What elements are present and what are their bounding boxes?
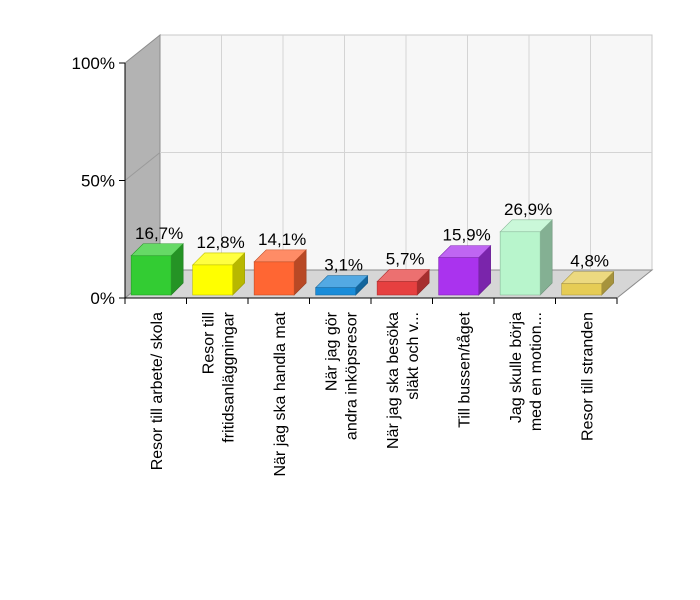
bar-side	[539, 219, 553, 296]
category-label: med en motion...	[528, 312, 545, 431]
category-label: När jag ska handla mat	[272, 311, 289, 476]
y-tick-label: 0%	[90, 289, 115, 308]
data-label: 12,8%	[197, 233, 245, 252]
data-label: 16,7%	[135, 224, 183, 243]
bar-front	[253, 261, 295, 296]
bar	[437, 244, 492, 296]
data-labels: 16,7% 12,8% 14,1% 3,1% 5,7% 15,9% 26,9% 4,8%	[135, 200, 609, 275]
category-label: Resor till	[200, 312, 217, 374]
bar	[499, 219, 553, 296]
data-label: 3,1%	[324, 256, 363, 275]
bar	[191, 252, 246, 296]
bar	[130, 243, 184, 296]
axes: 0% 50% 100%	[72, 54, 618, 308]
bar	[253, 249, 307, 296]
category-label: Resor till stranden	[579, 312, 596, 441]
data-label: 26,9%	[504, 200, 552, 219]
category-labels: Resor till arbete/ skola Resor till fritid…	[149, 311, 597, 476]
bar-front	[499, 231, 541, 296]
bar-front	[376, 281, 418, 296]
data-label: 5,7%	[386, 250, 425, 269]
bars	[130, 219, 615, 296]
category-label: När jag ska besöka	[385, 312, 402, 449]
category-label: släkt och v...	[405, 312, 422, 400]
category-label: Jag skulle börja	[508, 312, 525, 423]
data-label: 14,1%	[258, 230, 306, 249]
bar	[376, 268, 430, 296]
bar-front	[561, 283, 602, 296]
data-label: 15,9%	[443, 226, 491, 245]
category-label: fritidsanläggningar	[220, 311, 237, 442]
bar-front	[438, 257, 479, 296]
bar	[560, 270, 615, 296]
y-tick-label: 50%	[81, 172, 115, 191]
bar-front	[130, 255, 172, 296]
gridlines	[124, 35, 652, 270]
category-label: Resor till arbete/ skola	[149, 312, 166, 470]
bar-front	[315, 287, 356, 296]
bar	[314, 274, 369, 296]
category-label: När jag gör	[323, 311, 340, 391]
bar-front	[192, 264, 233, 296]
category-label: Till bussen/tåget	[455, 311, 473, 427]
gridline-wall	[124, 152, 161, 181]
y-tick-label: 100%	[72, 54, 115, 73]
data-label: 4,8%	[570, 252, 609, 271]
category-label: andra inköpsresor	[343, 311, 360, 440]
